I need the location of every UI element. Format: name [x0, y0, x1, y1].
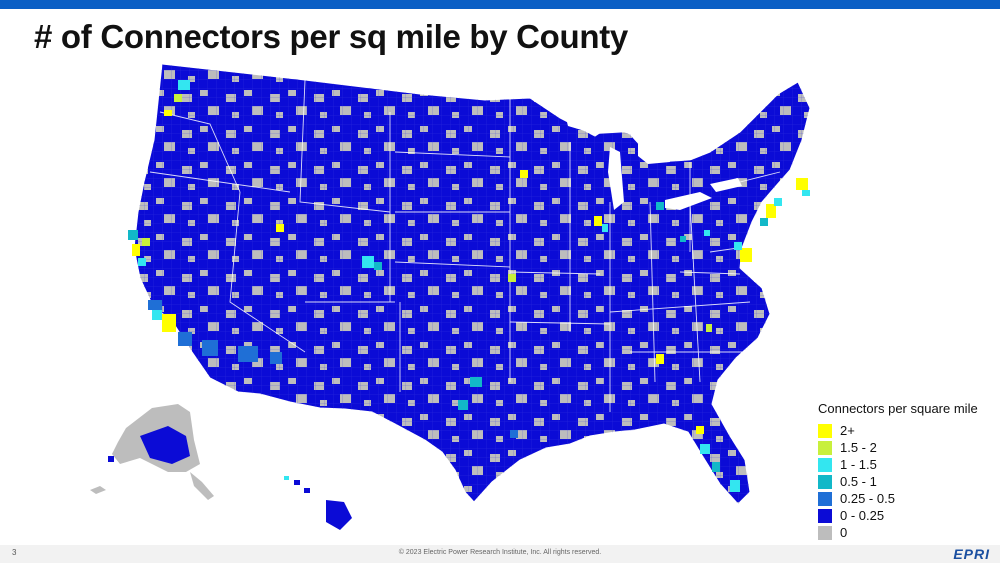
- legend-item-0: 0: [818, 524, 996, 541]
- us-county-choropleth-map: [90, 52, 810, 542]
- legend-item-1-5-2: 1.5 - 2: [818, 439, 996, 456]
- copyright-text: © 2023 Electric Power Research Institute…: [398, 549, 602, 556]
- legend-item-0-5-1: 0.5 - 1: [818, 473, 996, 490]
- legend-item-0-0-25: 0 - 0.25: [818, 507, 996, 524]
- legend-swatch: [818, 474, 832, 489]
- legend-swatch: [818, 525, 832, 540]
- hawaii: [284, 476, 352, 530]
- legend-swatch: [818, 457, 832, 472]
- slide-footer: 3 © 2023 Electric Power Research Institu…: [0, 545, 1000, 563]
- legend-item-2plus: 2+: [818, 422, 996, 439]
- alaska: [90, 404, 214, 500]
- slide-number: 3: [12, 548, 17, 557]
- legend-swatch: [818, 491, 832, 506]
- contiguous-us: [128, 63, 810, 505]
- great-lakes: [565, 114, 742, 210]
- legend-item-1-1-5: 1 - 1.5: [818, 456, 996, 473]
- legend-swatch: [818, 423, 832, 438]
- legend-swatch: [818, 508, 832, 523]
- epri-logo: EPRI: [953, 546, 990, 562]
- legend-swatch: [818, 440, 832, 455]
- legend-title: Connectors per square mile: [818, 401, 978, 416]
- density-hotspots: [128, 80, 810, 492]
- map-legend: Connectors per square mile 2+ 1.5 - 2 1 …: [818, 401, 996, 541]
- slide-title: # of Connectors per sq mile by County: [34, 18, 628, 55]
- legend-item-0-25-0-5: 0.25 - 0.5: [818, 490, 996, 507]
- top-accent-bar: [0, 0, 1000, 9]
